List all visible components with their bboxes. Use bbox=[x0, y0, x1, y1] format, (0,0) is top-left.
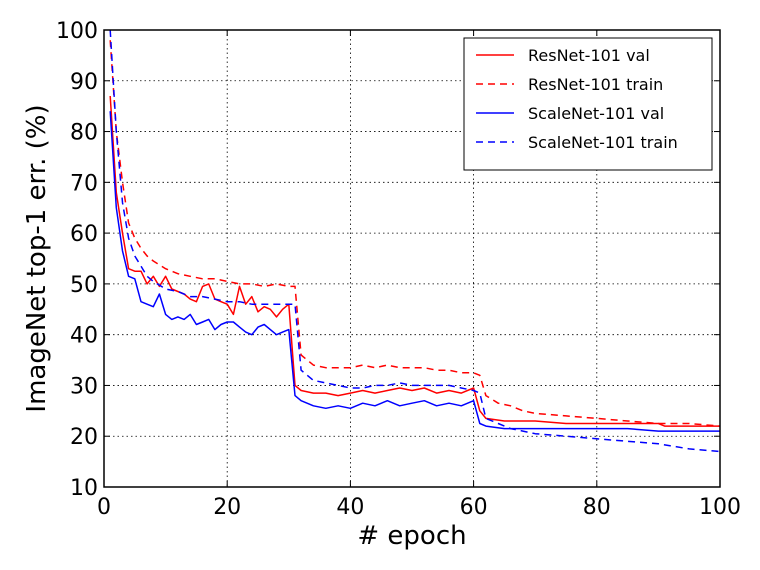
x-tick-label: 80 bbox=[583, 495, 611, 520]
y-tick-label: 50 bbox=[70, 273, 98, 298]
legend-label: ResNet-101 train bbox=[528, 75, 663, 94]
y-tick-label: 30 bbox=[70, 374, 98, 399]
y-tick-label: 80 bbox=[70, 121, 98, 146]
legend-label: ScaleNet-101 val bbox=[528, 104, 664, 123]
x-tick-label: 40 bbox=[336, 495, 364, 520]
series-lines bbox=[109, 29, 721, 453]
axis-ticks: 0 20 40 60 80 100 10 20 30 40 50 60 70 80 90 100 bbox=[56, 19, 741, 520]
x-tick-label: 60 bbox=[460, 495, 488, 520]
series-line-3 bbox=[109, 111, 720, 432]
y-tick-label: 60 bbox=[70, 222, 98, 247]
series-line-4 bbox=[109, 29, 721, 453]
y-tick-label: 70 bbox=[70, 171, 98, 196]
y-tick-label: 40 bbox=[70, 324, 98, 349]
series-line-2 bbox=[109, 40, 721, 427]
plot-frame bbox=[103, 29, 721, 488]
y-tick-label: 100 bbox=[56, 19, 98, 44]
legend: ResNet-101 val ResNet-101 train ScaleNet-1… bbox=[463, 37, 713, 171]
y-tick-label: 10 bbox=[70, 476, 98, 501]
legend-label: ScaleNet-101 train bbox=[528, 133, 678, 152]
y-axis-title: ImageNet top-1 err. (%) bbox=[22, 104, 52, 412]
y-tick-label: 20 bbox=[70, 425, 98, 450]
legend-box bbox=[463, 37, 713, 171]
y-tick-label: 90 bbox=[70, 70, 98, 95]
x-tick-label: 100 bbox=[699, 495, 741, 520]
x-axis-title: # epoch bbox=[357, 521, 466, 551]
x-tick-label: 20 bbox=[213, 495, 241, 520]
x-tick-label: 0 bbox=[97, 495, 111, 520]
legend-label: ResNet-101 val bbox=[528, 46, 650, 65]
series-line-1 bbox=[109, 95, 720, 427]
